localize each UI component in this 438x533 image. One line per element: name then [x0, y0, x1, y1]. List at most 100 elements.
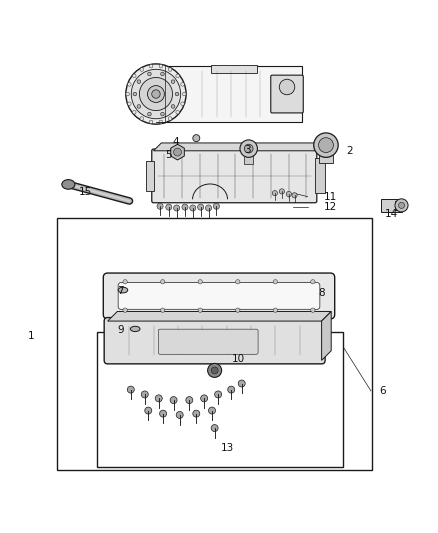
Text: 11: 11: [324, 192, 337, 201]
Circle shape: [127, 386, 134, 393]
Bar: [244, 155, 253, 164]
Circle shape: [273, 308, 278, 312]
Circle shape: [238, 380, 245, 387]
Circle shape: [286, 191, 291, 197]
Ellipse shape: [62, 180, 75, 189]
Bar: [319, 155, 332, 163]
Circle shape: [149, 64, 153, 68]
Bar: [57, 219, 372, 470]
Circle shape: [145, 407, 152, 414]
Text: 5: 5: [166, 150, 172, 160]
Circle shape: [141, 391, 148, 398]
Circle shape: [311, 308, 315, 312]
Circle shape: [152, 90, 160, 98]
Circle shape: [211, 367, 218, 374]
Circle shape: [208, 407, 215, 414]
Circle shape: [173, 148, 181, 156]
Circle shape: [211, 425, 218, 432]
Circle shape: [170, 397, 177, 403]
Circle shape: [160, 308, 165, 312]
Circle shape: [131, 69, 180, 119]
Circle shape: [123, 280, 127, 284]
Circle shape: [127, 102, 131, 106]
Text: 1: 1: [28, 332, 35, 341]
Circle shape: [159, 64, 162, 68]
FancyBboxPatch shape: [152, 149, 317, 203]
Circle shape: [137, 104, 141, 108]
Text: 2: 2: [346, 146, 353, 156]
Circle shape: [127, 83, 131, 86]
FancyBboxPatch shape: [118, 282, 320, 309]
Circle shape: [159, 120, 162, 124]
Circle shape: [279, 79, 295, 95]
Bar: [97, 332, 343, 467]
Circle shape: [168, 68, 172, 71]
Circle shape: [132, 110, 136, 114]
Circle shape: [292, 193, 297, 198]
Polygon shape: [156, 67, 302, 122]
Circle shape: [176, 110, 180, 114]
Circle shape: [140, 117, 144, 120]
Circle shape: [139, 77, 173, 111]
Circle shape: [208, 364, 222, 377]
Text: 6: 6: [379, 386, 386, 396]
Circle shape: [159, 410, 166, 417]
FancyBboxPatch shape: [103, 273, 335, 319]
Circle shape: [148, 86, 164, 102]
Circle shape: [193, 135, 200, 142]
Circle shape: [181, 83, 184, 86]
Circle shape: [201, 395, 208, 402]
Circle shape: [126, 64, 186, 124]
FancyBboxPatch shape: [158, 329, 258, 354]
Circle shape: [132, 74, 136, 78]
Bar: [315, 158, 325, 193]
Circle shape: [273, 280, 278, 284]
Circle shape: [244, 144, 253, 153]
Circle shape: [198, 308, 202, 312]
Circle shape: [133, 92, 137, 96]
Circle shape: [279, 189, 285, 194]
Circle shape: [155, 395, 162, 402]
Circle shape: [240, 140, 258, 157]
Circle shape: [193, 410, 200, 417]
Polygon shape: [381, 199, 402, 212]
Circle shape: [175, 92, 179, 96]
Circle shape: [186, 397, 193, 403]
FancyBboxPatch shape: [271, 75, 303, 113]
Circle shape: [311, 280, 315, 284]
Circle shape: [140, 68, 144, 71]
Circle shape: [395, 199, 408, 212]
Circle shape: [160, 280, 165, 284]
Circle shape: [198, 204, 204, 210]
Circle shape: [181, 102, 184, 106]
Circle shape: [148, 72, 151, 76]
Text: 3: 3: [244, 146, 251, 155]
Circle shape: [182, 204, 188, 210]
Text: 7: 7: [117, 286, 124, 295]
Text: 13: 13: [221, 443, 234, 453]
Circle shape: [161, 112, 164, 116]
Circle shape: [173, 205, 180, 211]
Ellipse shape: [118, 287, 128, 293]
Circle shape: [176, 411, 183, 418]
Ellipse shape: [131, 326, 140, 332]
Text: 15: 15: [79, 187, 92, 197]
Text: 12: 12: [324, 202, 337, 212]
Circle shape: [123, 308, 127, 312]
Circle shape: [157, 203, 163, 209]
Circle shape: [213, 203, 219, 209]
Text: 14: 14: [385, 209, 398, 219]
Circle shape: [161, 72, 164, 76]
Circle shape: [171, 104, 175, 108]
Circle shape: [166, 204, 172, 210]
Text: 4: 4: [172, 137, 179, 147]
Circle shape: [126, 92, 130, 96]
Circle shape: [176, 74, 180, 78]
Circle shape: [205, 205, 212, 211]
Circle shape: [171, 80, 175, 84]
Bar: [146, 161, 154, 191]
Circle shape: [137, 80, 141, 84]
FancyBboxPatch shape: [104, 318, 325, 364]
Circle shape: [272, 190, 278, 196]
Circle shape: [399, 203, 405, 208]
